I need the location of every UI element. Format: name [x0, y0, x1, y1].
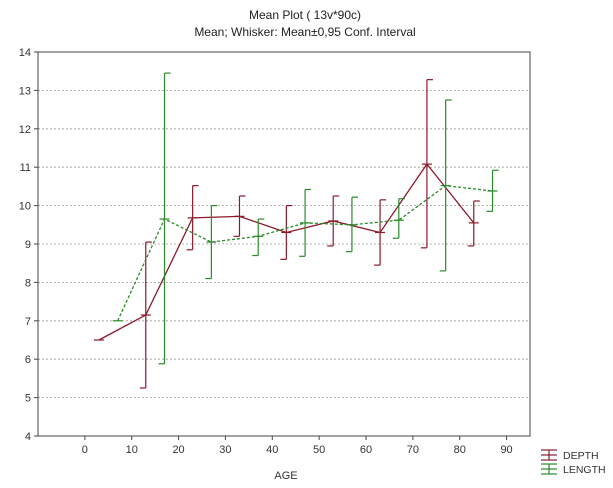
depth-whisker: [467, 200, 480, 247]
legend-label-depth: DEPTH: [563, 450, 599, 462]
legend-label-length: LENGTH: [563, 464, 606, 476]
y-tick-label: 9: [25, 239, 31, 251]
depth-whisker: [374, 199, 387, 266]
length-whisker: [252, 218, 265, 257]
x-tick-label: 20: [172, 444, 184, 456]
x-tick-label: 80: [454, 444, 466, 456]
y-axis-ticks: 4 5 6 7 8 9 10 11 12 13 14: [19, 47, 38, 443]
x-tick-label: 70: [407, 444, 419, 456]
legend: DEPTH LENGTH: [541, 449, 606, 476]
series-layer: [93, 72, 499, 389]
y-tick-label: 8: [25, 277, 31, 289]
y-tick-label: 4: [25, 431, 31, 443]
legend-item-length: LENGTH: [541, 463, 606, 476]
y-tick-label: 5: [25, 393, 31, 405]
length-whisker: [205, 205, 218, 280]
y-tick-label: 6: [25, 354, 31, 366]
depth-whisker: [186, 185, 199, 251]
x-tick-label: 30: [219, 444, 231, 456]
x-tick-label: 10: [126, 444, 138, 456]
x-tick-label: 0: [82, 444, 88, 456]
x-tick-label: 60: [360, 444, 372, 456]
length-whisker: [299, 188, 312, 257]
depth-whisker: [280, 205, 293, 260]
length-whisker: [439, 99, 452, 272]
depth-whisker: [139, 241, 152, 389]
depth-whisker: [327, 195, 340, 247]
x-tick-label: 50: [313, 444, 325, 456]
chart-subtitle: Mean; Whisker: Mean±0,95 Conf. Interval: [194, 25, 415, 39]
y-tick-label: 7: [25, 316, 31, 328]
length-whisker: [392, 198, 405, 239]
grid-lines: [38, 90, 530, 399]
series-depth: [93, 79, 480, 389]
length-whisker: [345, 196, 358, 253]
x-axis-ticks: 0 10 20 30 40 50 60 70 80 90: [82, 436, 513, 456]
legend-item-depth: DEPTH: [541, 449, 599, 462]
y-tick-label: 12: [19, 124, 31, 136]
chart-title: Mean Plot ( 13v*90c): [249, 8, 361, 22]
depth-whisker: [233, 195, 246, 237]
length-whisker: [486, 169, 499, 212]
x-tick-label: 40: [266, 444, 278, 456]
y-tick-label: 10: [19, 201, 31, 213]
length-whisker: [158, 72, 171, 365]
series-length: [112, 72, 499, 365]
depth-whisker: [420, 79, 433, 249]
y-tick-label: 11: [20, 162, 31, 174]
y-tick-label: 14: [19, 47, 31, 59]
x-axis-label: AGE: [274, 470, 297, 482]
y-tick-label: 13: [19, 85, 31, 97]
x-tick-label: 90: [500, 444, 512, 456]
